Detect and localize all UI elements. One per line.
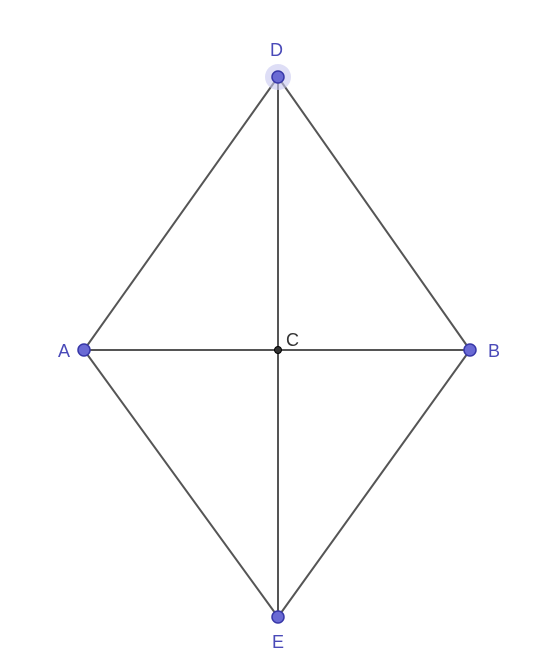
point-label-B: B [488, 341, 500, 362]
point-D[interactable] [272, 71, 284, 83]
edge-A-D [84, 77, 278, 350]
edge-B-D [278, 77, 470, 350]
point-A[interactable] [78, 344, 90, 356]
point-label-D: D [270, 40, 283, 61]
edge-A-E [84, 350, 278, 617]
point-C[interactable] [275, 347, 282, 354]
geometry-diagram [0, 0, 549, 670]
point-label-E: E [272, 632, 284, 653]
edge-B-E [278, 350, 470, 617]
point-B[interactable] [464, 344, 476, 356]
point-label-A: A [58, 341, 70, 362]
point-label-C: C [286, 330, 299, 351]
point-E[interactable] [272, 611, 284, 623]
